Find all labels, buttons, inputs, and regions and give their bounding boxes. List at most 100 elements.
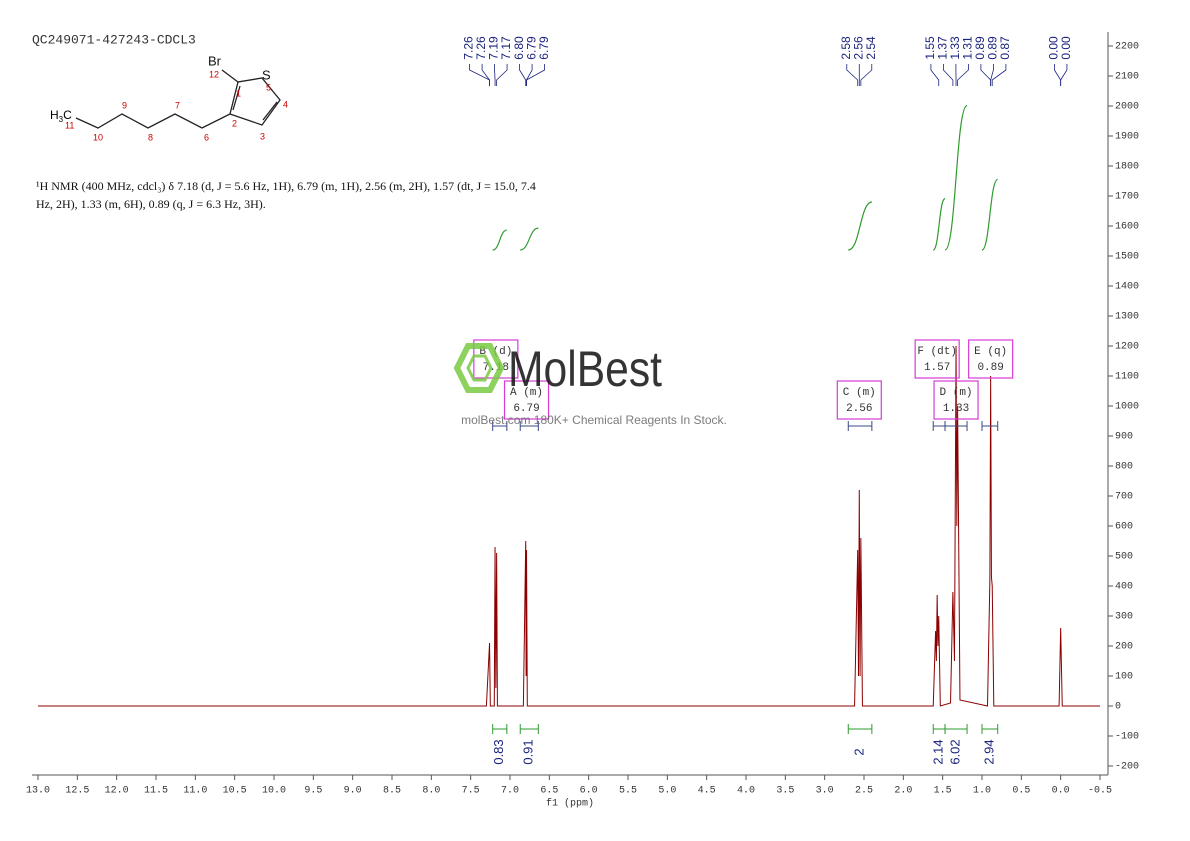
peak-connector: [496, 64, 508, 86]
x-axis-label: f1 (ppm): [546, 798, 594, 810]
x-tick-label: -0.5: [1088, 786, 1112, 797]
y-tick-label: 1800: [1115, 162, 1139, 173]
multiplet-range: [847, 421, 873, 431]
peak-label: 7.26: [462, 36, 476, 60]
peak-connector: [469, 64, 490, 86]
atom-number: 1: [236, 88, 241, 98]
integral-value: 0.83: [491, 739, 506, 764]
x-tick-label: 8.5: [383, 786, 401, 797]
x-tick-label: 10.0: [262, 786, 286, 797]
x-tick-label: 1.5: [934, 786, 952, 797]
y-tick-label: 0: [1115, 702, 1121, 713]
atom-number: 7: [175, 100, 180, 110]
peak-label: 1.55: [923, 36, 937, 60]
multiplet-box: [914, 339, 960, 379]
x-tick-label: 12.5: [65, 786, 89, 797]
peak-label: 7.26: [474, 36, 488, 60]
chain: [75, 113, 231, 129]
peak-connector: [930, 64, 940, 86]
peak-connector: [519, 64, 527, 86]
y-tick-label: -200: [1115, 762, 1139, 773]
br-bond: [221, 69, 239, 83]
x-tick-label: 5.0: [658, 786, 676, 797]
plot: 13.0 12.5 12.0 11.5 11.0 10.5 10.0 9.5 9.0 8.5 8.0…: [26, 32, 1139, 797]
atom-number: 8: [148, 132, 153, 142]
multiplet-label: E (q): [974, 346, 1007, 358]
logo-inner: [466, 354, 493, 382]
x-tick-label: 5.5: [619, 786, 637, 797]
atom-number: 9: [122, 100, 127, 110]
peak-connector: [980, 64, 992, 86]
y-tick-label: 1500: [1115, 252, 1139, 263]
multiplet-shift: 6.79: [513, 403, 539, 415]
multiplet-label: A (m): [510, 387, 543, 399]
peak-label: 2.58: [839, 36, 853, 60]
x-tick-label: 2.0: [894, 786, 912, 797]
integral-curve: [492, 229, 508, 251]
atom-number: 11: [65, 120, 74, 130]
y-tick-label: 100: [1115, 672, 1133, 683]
peak-label: 1.31: [961, 36, 975, 60]
peak-connector: [957, 64, 969, 86]
x-tick-label: 3.5: [776, 786, 794, 797]
atom: C: [63, 108, 72, 122]
x-tick-label: 11.5: [144, 786, 168, 797]
atom-number: 4: [283, 99, 288, 109]
atom-number: 6: [204, 132, 209, 142]
multiplet-shift: 1.33: [943, 403, 969, 415]
peak-label: 6.79: [537, 36, 551, 60]
atom-number: 2: [232, 118, 237, 128]
y-tick-label: 600: [1115, 522, 1133, 533]
multiplet-label: C (m): [843, 387, 876, 399]
multiplet-box: [968, 339, 1014, 379]
integral-value: 2.94: [981, 739, 996, 764]
x-tick-label: 8.0: [422, 786, 440, 797]
multiplet-shift: 1.57: [924, 362, 950, 374]
y-tick-label: 1000: [1115, 402, 1139, 413]
peak-connector: [860, 64, 873, 86]
y-tick-label: 700: [1115, 492, 1133, 503]
description-line: ¹H NMR (400 MHz, cdcl₃) δ 7.18 (d, J = 5…: [36, 179, 536, 193]
multiplet-shift: 0.89: [977, 362, 1003, 374]
x-tick-label: 3.0: [816, 786, 834, 797]
multiplet-label: D (m): [940, 387, 973, 399]
integral-value: 0.91: [521, 739, 536, 764]
peak-connector: [526, 64, 545, 86]
peak-connector: [846, 64, 859, 86]
multiplet-range: [519, 421, 539, 431]
y-tick-label: 1400: [1115, 282, 1139, 293]
multiplet-shift: 2.56: [846, 403, 872, 415]
integral-curve: [944, 104, 968, 251]
peak-label: 0.89: [973, 36, 987, 60]
integral-curve: [932, 198, 946, 251]
x-tick-label: 6.0: [580, 786, 598, 797]
chart-title: QC249071-427243-CDCL3: [32, 32, 196, 47]
integral-range: [519, 724, 539, 734]
multiplet-box: [503, 380, 550, 420]
x-tick-label: 4.0: [737, 786, 755, 797]
watermark-tagline: molBest.com 180K+ Chemical Reagents In S…: [461, 413, 727, 427]
peak-label: 0.00: [1059, 36, 1073, 60]
multiplet-range: [981, 421, 999, 431]
y-tick-label: 1100: [1115, 372, 1139, 383]
multiplet-box: [933, 380, 979, 420]
x-tick-label: 4.5: [698, 786, 716, 797]
x-tick-label: 9.0: [344, 786, 362, 797]
ring: [229, 77, 281, 126]
logo-hexagon: [453, 343, 505, 393]
atom-number: 5: [266, 82, 271, 92]
y-tick-label: 300: [1115, 612, 1133, 623]
description-line: Hz, 2H), 1.33 (m, 6H), 0.89 (q, J = 6.3 …: [36, 197, 266, 211]
y-tick-label: -100: [1115, 732, 1139, 743]
atom-number: 3: [260, 131, 265, 141]
peak-label: 6.79: [524, 36, 538, 60]
y-tick-label: 2100: [1115, 72, 1139, 83]
x-tick-label: 11.0: [183, 786, 207, 797]
peak-label: 2.54: [864, 36, 878, 60]
integral-range: [492, 724, 508, 734]
integral-value: 2: [852, 748, 867, 755]
x-tick-label: 1.0: [973, 786, 991, 797]
y-tick-label: 200: [1115, 642, 1133, 653]
atom: H: [50, 108, 59, 122]
